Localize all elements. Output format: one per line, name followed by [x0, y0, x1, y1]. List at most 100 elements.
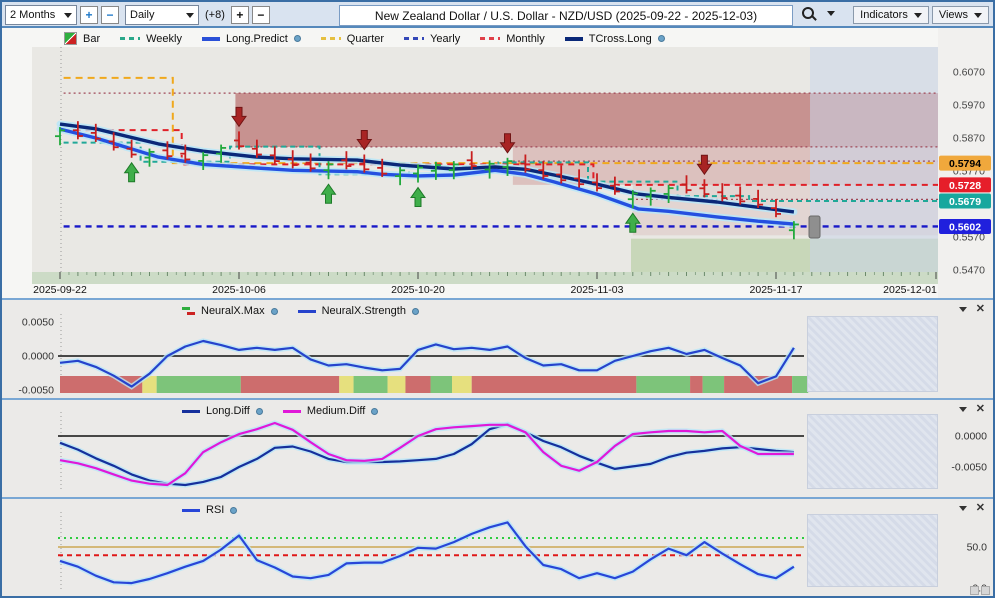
- svg-text:0.6070: 0.6070: [953, 67, 985, 79]
- period-select[interactable]: Daily: [125, 5, 199, 25]
- legend-item-medium-diff[interactable]: Medium.Diff: [282, 405, 379, 417]
- dashed-line-icon: [320, 37, 341, 40]
- down-arrow-signal: [499, 133, 516, 154]
- add-bars-button[interactable]: +: [230, 6, 249, 24]
- info-icon[interactable]: [230, 506, 238, 514]
- legend-item-long-predict[interactable]: Long.Predict: [202, 33, 301, 45]
- legend-item-tcross-long[interactable]: TCross.Long: [564, 32, 665, 45]
- neuralx-panel: 0.0050 0.0000 -0.0050 NeuralX.Max NeuralX.S…: [2, 298, 993, 398]
- chevron-down-icon: [974, 12, 982, 18]
- future-region: [807, 514, 938, 587]
- legend-item-long-diff[interactable]: Long.Diff: [182, 405, 263, 417]
- legend-item-rsi[interactable]: RSI: [182, 504, 238, 516]
- rsi-legend: RSI: [182, 504, 238, 516]
- down-arrow-signal: [356, 130, 373, 151]
- views-button[interactable]: Views: [931, 6, 989, 24]
- svg-text:50.0: 50.0: [967, 542, 988, 554]
- svg-text:0.5679: 0.5679: [949, 196, 981, 208]
- panel-collapse-icon[interactable]: [958, 506, 967, 511]
- diff-canvas[interactable]: 0.0000 -0.0050: [2, 400, 993, 497]
- svg-text:0.5728: 0.5728: [949, 180, 981, 192]
- legend-item-label: Quarter: [346, 32, 385, 45]
- plus-icon: +: [236, 8, 244, 22]
- legend-item-label: Long.Predict: [226, 32, 288, 45]
- legend-item-yearly[interactable]: Yearly: [404, 33, 460, 45]
- remove-bars-button[interactable]: −: [251, 6, 270, 24]
- info-icon[interactable]: [411, 307, 419, 315]
- legend-item-weekly[interactable]: Weekly: [120, 33, 182, 45]
- line-icon: [282, 409, 301, 413]
- period-select-value: Daily: [130, 9, 155, 21]
- thick-line-icon: [202, 36, 220, 41]
- info-icon[interactable]: [293, 35, 301, 42]
- up-arrow-signal: [320, 183, 337, 204]
- svg-text:0.5870: 0.5870: [953, 133, 985, 145]
- rsi-canvas[interactable]: 50.00.0: [2, 499, 993, 596]
- legend-item-quarter[interactable]: Quarter: [320, 32, 385, 45]
- info-icon[interactable]: [270, 307, 278, 315]
- bars-offset-label: (+8): [205, 9, 225, 21]
- legend-item-neuralx-strength[interactable]: NeuralX.Strength: [297, 305, 419, 317]
- info-icon[interactable]: [255, 407, 263, 415]
- scrollbar-bit[interactable]: [970, 586, 979, 595]
- chevron-down-icon: [186, 12, 194, 18]
- indicators-button[interactable]: Indicators: [853, 6, 929, 24]
- indicators-button-label: Indicators: [860, 9, 908, 21]
- symbol-title[interactable]: New Zealand Dollar / U.S. Dollar - NZD/U…: [339, 5, 793, 26]
- info-icon[interactable]: [371, 407, 379, 415]
- neuralx-legend: NeuralX.Max NeuralX.Strength: [182, 305, 419, 317]
- rsi-panel: 50.0 0.0 RSI ✕: [2, 497, 993, 596]
- up-arrow-signal: [624, 212, 641, 233]
- legend-item-label: Yearly: [430, 32, 461, 45]
- legend-item-label: NeuralX.Max: [201, 305, 265, 317]
- panel-collapse-icon[interactable]: [958, 307, 967, 312]
- diff-panel: 0.0000 -0.0050 Long.Diff Medium.Diff ✕: [2, 398, 993, 497]
- scrollbar-bit[interactable]: [981, 586, 990, 595]
- chevron-down-icon: [913, 12, 922, 18]
- legend-item-label: TCross.Long: [588, 32, 652, 45]
- panel-close-icon[interactable]: ✕: [975, 502, 985, 514]
- range-select[interactable]: 2 Months: [5, 5, 77, 25]
- legend-item-label: Long.Diff: [206, 405, 250, 417]
- neuralx-max-icon: [182, 306, 195, 316]
- down-arrow-signal: [696, 154, 713, 176]
- diff-legend: Long.Diff Medium.Diff: [182, 405, 379, 417]
- panel-close-icon[interactable]: ✕: [975, 303, 985, 315]
- price-chart-legend: Bar Weekly Long.Predict Quarter Yearly Monthl…: [64, 32, 665, 45]
- zoom-out-button[interactable]: −: [101, 6, 119, 24]
- svg-text:0.5570: 0.5570: [953, 232, 985, 244]
- svg-text:0.5602: 0.5602: [949, 221, 981, 233]
- dashed-line-icon: [404, 37, 425, 40]
- legend-item-neuralx-max[interactable]: NeuralX.Max: [182, 305, 278, 317]
- price-chart-canvas[interactable]: 2025-09-22 2025-10-06 2025-10-20 2025-11-03…: [2, 28, 993, 298]
- price-chart-panel: Bar Weekly Long.Predict Quarter Yearly Monthl…: [2, 28, 993, 298]
- chevron-down-icon: [827, 10, 835, 16]
- neuralx-canvas[interactable]: 0.0050 0.0000 -0.0050: [2, 300, 993, 398]
- views-button-label: Views: [938, 9, 968, 21]
- legend-item-monthly[interactable]: Monthly: [480, 33, 545, 45]
- info-icon[interactable]: [657, 35, 665, 42]
- line-icon: [297, 309, 316, 313]
- panel-close-icon[interactable]: ✕: [975, 403, 985, 415]
- range-select-value: 2 Months: [10, 9, 56, 21]
- svg-text:-0.0050: -0.0050: [18, 385, 54, 397]
- future-region: [807, 414, 938, 489]
- dashed-line-icon: [120, 37, 141, 40]
- line-icon: [182, 508, 200, 512]
- up-arrow-signal: [410, 186, 426, 208]
- thick-line-icon: [564, 36, 583, 41]
- search-control[interactable]: [802, 7, 835, 19]
- legend-item-label: RSI: [206, 504, 225, 516]
- legend-item-label: Medium.Diff: [306, 405, 366, 417]
- legend-item-bar[interactable]: Bar: [64, 32, 100, 45]
- current-bar-marker[interactable]: [808, 215, 821, 239]
- scrollbar-corner[interactable]: [970, 586, 990, 595]
- panel-collapse-icon[interactable]: [958, 407, 967, 412]
- line-icon: [182, 409, 200, 413]
- search-icon: [802, 7, 814, 19]
- minus-icon: −: [257, 8, 265, 22]
- dashed-line-icon: [480, 37, 501, 40]
- zoom-in-button[interactable]: +: [80, 6, 98, 24]
- svg-text:2025-11-17: 2025-11-17: [750, 284, 803, 296]
